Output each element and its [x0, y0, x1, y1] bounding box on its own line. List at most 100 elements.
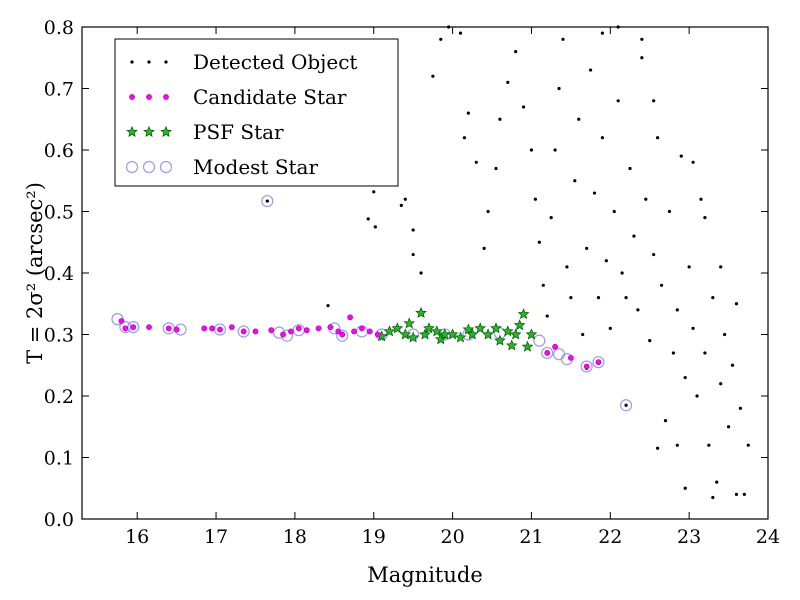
data-point [506, 80, 510, 84]
data-point [458, 31, 463, 35]
data-point [537, 240, 541, 244]
data-point [640, 37, 644, 41]
legend-label-candidate: Candidate Star [193, 85, 347, 109]
legend: Detected Object Candidate Star PSF Star … [114, 38, 399, 187]
data-point [514, 50, 518, 54]
data-point [486, 209, 490, 214]
data-point [583, 363, 590, 370]
data-point [521, 105, 526, 109]
data-point [652, 99, 656, 103]
data-point [549, 216, 553, 220]
x-tick-label: 20 [441, 526, 465, 548]
data-point [482, 328, 494, 340]
data-point [533, 197, 537, 201]
y-tick-label: 0.8 [44, 17, 74, 39]
y-axis-label: T = 2σ² (arcsec²) [23, 182, 47, 364]
data-point [656, 446, 660, 450]
data-point [608, 326, 612, 330]
data-point [675, 308, 679, 312]
data-point [490, 322, 502, 334]
data-point [619, 399, 633, 412]
data-point [730, 363, 735, 367]
data-point [482, 246, 486, 250]
legend-marker [130, 60, 134, 64]
data-point [336, 329, 349, 342]
data-point [541, 283, 545, 287]
data-point [122, 325, 129, 332]
data-point [217, 326, 223, 333]
y-tick-label: 0.6 [44, 140, 74, 162]
y-tick-label: 0.0 [44, 509, 74, 531]
data-point [600, 136, 605, 140]
data-point [683, 486, 687, 490]
data-point [691, 326, 695, 330]
data-point [280, 331, 286, 338]
data-point [165, 325, 172, 332]
data-point [505, 339, 518, 351]
data-point [683, 375, 687, 380]
data-point [327, 324, 334, 331]
data-point [265, 199, 269, 203]
data-point [567, 354, 574, 361]
data-point [261, 194, 274, 208]
x-tick-label: 19 [362, 526, 386, 548]
data-point [723, 332, 727, 337]
data-point [604, 259, 608, 263]
data-point [403, 317, 416, 329]
data-point [592, 356, 605, 369]
data-point [411, 252, 415, 257]
data-point [529, 148, 534, 152]
data-point [513, 319, 526, 331]
legend-marker [147, 60, 151, 64]
data-point [652, 252, 656, 257]
data-point [474, 322, 487, 334]
data-point [573, 179, 577, 183]
data-point [366, 217, 370, 221]
legend-markers [125, 60, 173, 174]
legend-marker [159, 160, 173, 174]
data-point [201, 325, 208, 332]
data-point [173, 326, 180, 333]
data-point [446, 328, 459, 340]
data-point [517, 308, 530, 320]
data-point [581, 332, 585, 337]
legend-marker [142, 160, 156, 174]
data-point [494, 334, 506, 346]
data-point [734, 492, 739, 496]
data-point [552, 343, 559, 350]
x-tick-label: 21 [519, 526, 543, 548]
data-point [146, 324, 152, 331]
data-point [703, 216, 707, 220]
data-point [419, 271, 423, 275]
data-point [595, 359, 602, 366]
data-point [359, 325, 365, 332]
data-point [612, 209, 616, 214]
data-point [268, 327, 275, 334]
data-point [373, 225, 377, 229]
data-point [648, 339, 652, 343]
data-point [628, 166, 632, 171]
legend-marker [125, 160, 139, 174]
data-point [326, 303, 330, 308]
data-point [252, 328, 259, 335]
legend-label-detected: Detected Object [193, 50, 357, 74]
data-point [399, 328, 412, 340]
data-point [521, 340, 534, 352]
data-point [454, 331, 467, 343]
data-points-layer [111, 25, 750, 500]
data-point [351, 328, 357, 335]
data-point [557, 86, 561, 91]
data-point [240, 328, 247, 335]
x-tick-label: 22 [598, 526, 622, 548]
legend-marker [160, 125, 172, 137]
x-tick-label: 18 [283, 526, 307, 548]
legend-box [114, 38, 399, 187]
data-point [679, 154, 683, 158]
data-point [541, 346, 554, 360]
data-point [498, 117, 502, 121]
legend-marker [143, 125, 155, 137]
data-point [577, 117, 581, 121]
data-point [509, 328, 522, 340]
data-point [624, 403, 628, 407]
